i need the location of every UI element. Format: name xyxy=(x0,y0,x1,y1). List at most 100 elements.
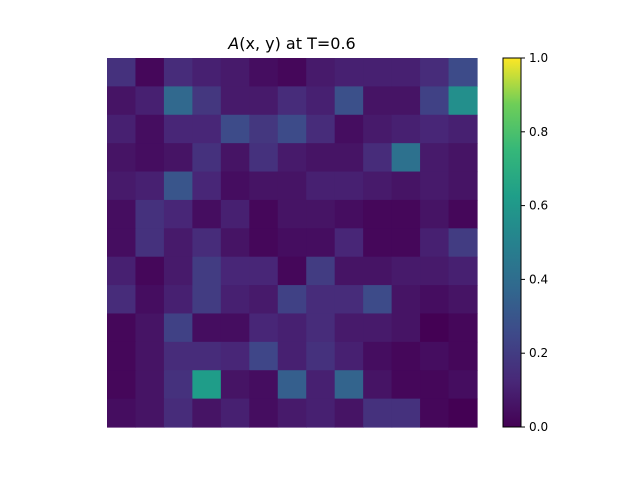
heatmap-cell xyxy=(306,341,336,371)
heatmap-cell xyxy=(334,143,364,173)
heatmap-cell xyxy=(277,398,307,428)
heatmap-cell xyxy=(249,341,279,371)
heatmap-cell xyxy=(363,341,393,371)
heatmap-cell xyxy=(306,58,336,87)
heatmap-cell xyxy=(135,143,165,173)
heatmap-cell xyxy=(220,285,250,315)
heatmap-cell xyxy=(363,228,393,258)
heatmap-cell xyxy=(249,114,279,144)
heatmap-cell xyxy=(420,256,450,286)
heatmap-cell xyxy=(220,143,250,173)
heatmap-cell xyxy=(306,199,336,229)
heatmap-cell xyxy=(334,114,364,144)
heatmap-cell xyxy=(107,313,137,343)
heatmap-cell xyxy=(306,285,336,315)
heatmap-cell xyxy=(391,114,421,144)
heatmap-cell xyxy=(448,313,478,343)
heatmap-cell xyxy=(163,398,193,428)
heatmap-cell xyxy=(249,171,279,201)
colorbar-tick-label: 0.2 xyxy=(529,346,548,360)
heatmap-cell xyxy=(135,398,165,428)
heatmap-cell xyxy=(277,285,307,315)
heatmap-cell xyxy=(334,398,364,428)
heatmap-cell xyxy=(420,199,450,229)
heatmap-cell xyxy=(192,313,222,343)
heatmap-cell xyxy=(448,341,478,371)
chart-title-func: A xyxy=(227,34,239,53)
heatmap-cell xyxy=(107,143,137,173)
heatmap-cell xyxy=(448,199,478,229)
heatmap-cell xyxy=(107,228,137,258)
heatmap-cell xyxy=(220,256,250,286)
heatmap-cell xyxy=(448,171,478,201)
heatmap-cell xyxy=(391,143,421,173)
heatmap-cell xyxy=(107,370,137,400)
heatmap-cell xyxy=(448,114,478,144)
heatmap-cell xyxy=(334,370,364,400)
heatmap-cell xyxy=(448,398,478,428)
heatmap-cell xyxy=(163,370,193,400)
heatmap-cell xyxy=(391,58,421,87)
heatmap-cell xyxy=(420,370,450,400)
heatmap-cell xyxy=(135,114,165,144)
heatmap-cell xyxy=(277,199,307,229)
heatmap-cell xyxy=(391,398,421,428)
heatmap-cell xyxy=(448,370,478,400)
heatmap-cell xyxy=(277,86,307,116)
heatmap-cell xyxy=(420,143,450,173)
heatmap-cell xyxy=(306,228,336,258)
heatmap-cell xyxy=(391,171,421,201)
heatmap-cell xyxy=(363,58,393,87)
heatmap-cell xyxy=(135,86,165,116)
heatmap-cell xyxy=(420,171,450,201)
colorbar-gradient xyxy=(503,58,521,427)
heatmap-cell xyxy=(220,398,250,428)
heatmap-cell xyxy=(306,256,336,286)
heatmap-cell xyxy=(192,341,222,371)
heatmap-cell xyxy=(334,341,364,371)
heatmap-cell xyxy=(163,341,193,371)
heatmap-cell xyxy=(448,58,478,87)
heatmap-cell xyxy=(135,256,165,286)
heatmap-cell xyxy=(135,199,165,229)
heatmap-cell xyxy=(391,313,421,343)
heatmap-cell xyxy=(277,171,307,201)
heatmap-cell xyxy=(163,143,193,173)
heatmap-cell xyxy=(334,228,364,258)
heatmap-cell xyxy=(363,171,393,201)
heatmap-cell xyxy=(135,370,165,400)
heatmap-cell xyxy=(363,143,393,173)
heatmap-cell xyxy=(391,285,421,315)
heatmap-cell xyxy=(334,313,364,343)
heatmap-cell xyxy=(107,58,137,87)
heatmap-cell xyxy=(249,370,279,400)
heatmap-cell xyxy=(163,171,193,201)
heatmap-cell xyxy=(363,313,393,343)
heatmap-cell xyxy=(420,228,450,258)
heatmap-cell xyxy=(192,143,222,173)
chart-title-args: (x, y) xyxy=(239,34,281,53)
heatmap-cell xyxy=(363,285,393,315)
heatmap-cell xyxy=(391,228,421,258)
heatmap-cell xyxy=(306,171,336,201)
heatmap-cell xyxy=(192,114,222,144)
heatmap-cell xyxy=(163,58,193,87)
heatmap-cell xyxy=(363,199,393,229)
heatmap-cell xyxy=(249,228,279,258)
heatmap-cell xyxy=(107,398,137,428)
heatmap-cell xyxy=(363,398,393,428)
heatmap-cell xyxy=(448,256,478,286)
heatmap-cell xyxy=(277,228,307,258)
heatmap-cell xyxy=(249,199,279,229)
heatmap-cell xyxy=(420,285,450,315)
heatmap-cell xyxy=(192,199,222,229)
heatmap-cell xyxy=(192,256,222,286)
colorbar-tick-label: 1.0 xyxy=(529,51,548,65)
colorbar: 0.0 0.2 0.4 0.6 0.8 1.0 xyxy=(502,51,548,434)
heatmap-cell xyxy=(249,398,279,428)
heatmap-cell xyxy=(220,199,250,229)
heatmap-cell xyxy=(334,171,364,201)
heatmap-cell xyxy=(249,256,279,286)
heatmap-cell xyxy=(135,58,165,87)
heatmap-cell xyxy=(420,398,450,428)
